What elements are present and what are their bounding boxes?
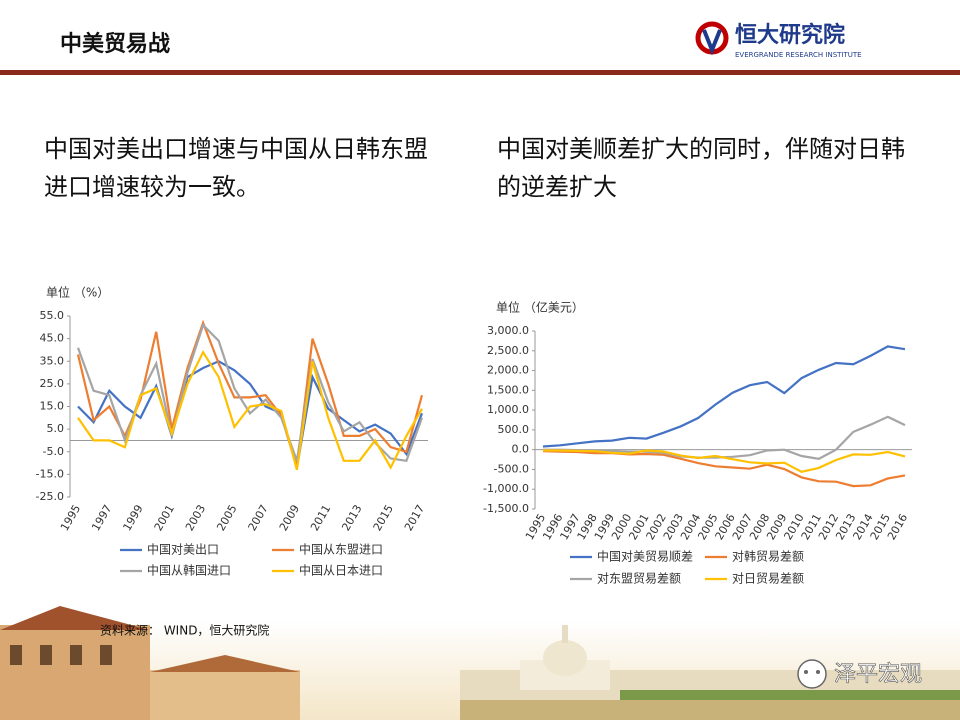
caption-box: 中国对美出口增速与中国从日韩东盟进口增速较为一致。	[44, 135, 428, 201]
legend-label: 中国从韩国进口	[147, 563, 231, 578]
header-title: 中美贸易战	[60, 31, 170, 57]
y-tick-label: 0.0	[512, 443, 530, 456]
legend-label: 中国对美出口	[147, 542, 219, 557]
y-tick-label: -25.0	[36, 490, 64, 503]
y-tick-label: 55.0	[40, 309, 65, 322]
caption-left: 中国对美出口增速与中国从日韩东盟进口增速较为一致。	[44, 135, 428, 201]
x-tick-label: 2017	[402, 503, 427, 534]
y-tick-label: 500.0	[498, 423, 530, 436]
y-tick-label: -1,500.0	[483, 502, 529, 515]
y-tick-label: 25.0	[40, 377, 65, 390]
header-rule	[0, 70, 960, 75]
y-tick-label: 45.0	[40, 332, 65, 345]
watermark-icon	[797, 659, 827, 689]
y-tick-label: 5.0	[47, 422, 65, 435]
x-tick-label: 2011	[308, 503, 333, 534]
watermark: 泽平宏观	[834, 662, 922, 687]
legend-label: 对韩贸易差额	[732, 549, 804, 564]
x-tick-label: 2003	[183, 503, 208, 534]
legend-label: 对东盟贸易差额	[597, 572, 681, 586]
y-tick-label: -15.0	[36, 467, 64, 480]
caption-right: 中国对美顺差扩大的同时，伴随对日韩的逆差扩大	[497, 135, 905, 201]
y-tick-label: 3,000.0	[487, 324, 529, 337]
series-line	[77, 349, 423, 471]
logo-name: 恒大研究院	[735, 22, 845, 48]
unit-label: 单位 （亿美元）	[496, 300, 584, 315]
series-line	[543, 449, 906, 473]
x-tick-label: 2001	[152, 503, 177, 534]
legend-label: 中国对美贸易顺差	[597, 549, 693, 564]
x-tick-label: 2007	[246, 503, 271, 534]
y-tick-label: -500.0	[494, 462, 529, 475]
y-tick-label: -1,000.0	[483, 482, 529, 495]
x-tick-label: 2013	[339, 503, 364, 534]
y-tick-label: 1,500.0	[487, 383, 529, 396]
source-note: 资料来源： WIND，恒大研究院	[100, 623, 269, 638]
building-capitol	[460, 625, 960, 720]
logo-subtitle: EVERGRANDE RESEARCH INSTITUTE	[735, 51, 862, 59]
x-tick-label: 2005	[214, 503, 239, 534]
legend-label: 中国从日本进口	[299, 563, 383, 578]
y-tick-label: 1,000.0	[487, 403, 529, 416]
legend-label: 对日贸易差额	[732, 572, 804, 586]
building-left	[0, 606, 300, 720]
logo	[695, 21, 729, 56]
x-tick-label: 2015	[371, 503, 396, 534]
y-tick-label: 35.0	[40, 354, 65, 367]
y-tick-label: -5.0	[43, 445, 64, 458]
x-tick-label: 1995	[58, 503, 83, 534]
x-tick-label: 1997	[89, 503, 114, 534]
series-line	[542, 450, 906, 488]
x-tick-label: 2009	[277, 503, 302, 534]
caption-box: 中国对美顺差扩大的同时，伴随对日韩的逆差扩大	[497, 135, 905, 201]
x-tick-label: 1999	[120, 503, 145, 534]
y-tick-label: 15.0	[40, 400, 65, 413]
unit-label: 单位 （%）	[46, 285, 109, 300]
y-tick-label: 2,000.0	[487, 364, 529, 377]
series-line	[542, 345, 906, 448]
legend-label: 中国从东盟进口	[299, 542, 383, 557]
y-tick-label: 2,500.0	[487, 344, 529, 357]
